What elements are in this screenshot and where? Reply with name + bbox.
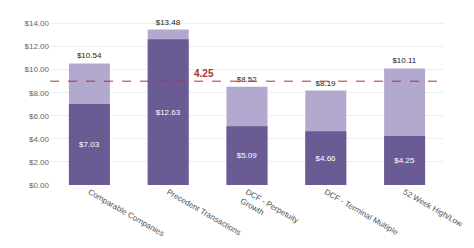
svg-text:4.25: 4.25 — [194, 68, 214, 79]
svg-text:$4.66: $4.66 — [316, 154, 337, 163]
svg-text:$10.54: $10.54 — [77, 51, 102, 60]
svg-text:$12.63: $12.63 — [156, 108, 181, 117]
svg-text:$6.00: $6.00 — [29, 112, 50, 121]
svg-text:52 Week High/Low: 52 Week High/Low — [402, 187, 465, 228]
svg-text:DCF - PerpetuityGrowth: DCF - PerpetuityGrowth — [239, 187, 300, 234]
svg-text:$8.19: $8.19 — [316, 79, 337, 88]
svg-text:Comparable Companies: Comparable Companies — [86, 187, 165, 238]
svg-text:Precedent Transactions: Precedent Transactions — [165, 187, 242, 237]
svg-text:$14.00: $14.00 — [25, 19, 50, 28]
svg-text:$2.00: $2.00 — [29, 158, 50, 167]
svg-text:$8.52: $8.52 — [237, 75, 258, 84]
svg-text:$12.00: $12.00 — [25, 42, 50, 51]
svg-text:$4.00: $4.00 — [29, 135, 50, 144]
svg-text:$0.00: $0.00 — [29, 181, 50, 190]
svg-text:$10.11: $10.11 — [392, 56, 416, 65]
svg-text:$7.03: $7.03 — [79, 140, 100, 149]
svg-text:$4.25: $4.25 — [394, 156, 415, 165]
svg-text:$5.09: $5.09 — [237, 151, 258, 160]
svg-text:DCF - Terminal Multiple: DCF - Terminal Multiple — [323, 187, 400, 237]
svg-text:$8.00: $8.00 — [29, 89, 50, 98]
svg-text:$13.48: $13.48 — [156, 18, 181, 27]
svg-text:$10.00: $10.00 — [25, 65, 50, 74]
